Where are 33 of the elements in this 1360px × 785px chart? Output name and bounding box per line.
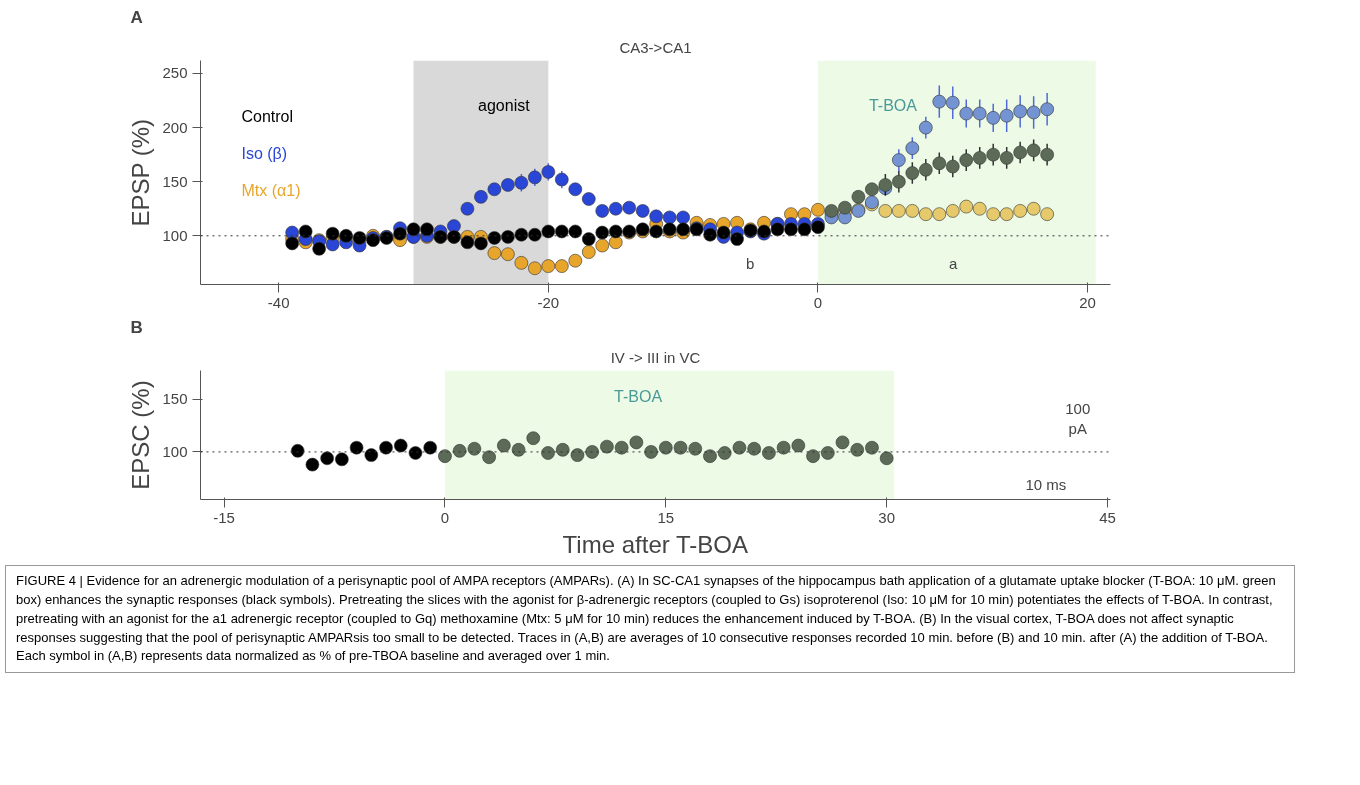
annotation: b	[745, 255, 755, 273]
y-axis-title: EPSC (%)	[127, 380, 155, 490]
x-tick-label: 20	[1079, 293, 1096, 311]
y-tick-label: 200	[162, 118, 188, 136]
band-label: agonist	[478, 96, 531, 114]
x-tick-label: 30	[878, 508, 896, 526]
y-tick-label: 100	[162, 226, 188, 244]
x-tick-label: 45	[1099, 508, 1116, 526]
x-tick-label: 15	[657, 508, 675, 526]
chart-title: CA3->CA1	[619, 38, 692, 56]
x-tick-label: -15	[213, 508, 235, 526]
x-axis-title: Time after T-BOA	[562, 530, 748, 558]
band-label: T-BOA	[868, 96, 918, 114]
band-label: T-BOA	[614, 387, 663, 405]
y-tick-label: 100	[162, 442, 188, 460]
x-tick-label: 0	[440, 508, 450, 526]
chart-title: IV -> III in VC	[610, 348, 701, 366]
text: Control	[241, 108, 294, 125]
text: Mtx (α1)	[241, 181, 301, 199]
text: Iso (β)	[241, 144, 288, 162]
y-tick-label: 150	[162, 172, 188, 190]
text: B	[130, 317, 143, 337]
annotation: 100 pA	[1065, 399, 1091, 437]
annotation: 10 ms	[1025, 476, 1067, 494]
x-tick-label: 0	[813, 293, 823, 311]
annotation: a	[948, 255, 958, 273]
y-axis-title: EPSP (%)	[127, 118, 155, 227]
y-tick-label: 150	[162, 390, 188, 408]
x-tick-label: -40	[267, 293, 290, 311]
caption: FIGURE 4 | Evidence for an adrenergic modulation of a perisynaptic pool of AMPA receptors (AMPARs). (A) In SC-CA1 synapses of the hippocampus bath application of a glutamate uptake blocker (T-BOA: 10 μM. green box) enhances the synaptic responses (black symbols). Pretreating the slices with the agonist for β-adrenergic receptors (coupled to Gs) isoproterenol (Iso: 10 μM for 10 min) potentiates the effects of T-BOA. In contrast, pretreating with an agonist for the a1 adrenergic receptor (coupled to Gq) methoxamine (Mtx: 5 μM for 10 min) reduces the enhancement induced by T-BOA. (B) In the visual cortex, T-BOA does not affect synaptic responses suggesting that the pool of perisynaptic AMPARsis too small to be detected. Traces in (A,B) are averages of 10 consecutive responses recorded 10 min. before (B) and 10 min. after (A) the addition of T-BOA. Each symbol in (A,B) represents data normalized as % of pre-TBOA baseline and averaged over 1 min.	[5, 565, 1295, 674]
x-tick-label: -20	[537, 293, 560, 311]
y-tick-label: 250	[162, 64, 188, 82]
text: A	[130, 7, 143, 27]
